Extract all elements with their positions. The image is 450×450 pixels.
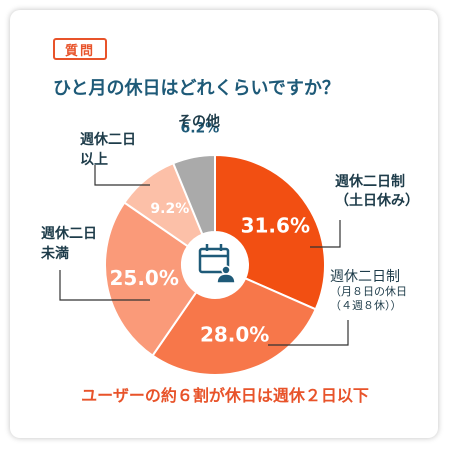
callout-label: 週休二日制 (330, 269, 400, 285)
slice-value-label: 31.6% (241, 214, 310, 238)
callout-label: 週休二日 (41, 225, 97, 242)
callout-label: その他 (178, 113, 220, 130)
callout-label: 未満 (41, 245, 69, 262)
slice-value-label: 6.2% (180, 120, 219, 136)
summary-text: ユーザーの約６割が休日は週休２日以下 (81, 386, 369, 405)
pie-slice (151, 276, 317, 376)
callout-connector (268, 320, 349, 346)
callout-label: （月８日の休日 (330, 285, 407, 298)
callout-connector (310, 220, 341, 248)
question-title: ひと月の休日はどれくらいですか？ (53, 78, 340, 99)
callout-connector (59, 270, 150, 301)
callout-label: 週休二日制 (335, 173, 405, 190)
calendar-person-icon (182, 232, 248, 298)
callout-label: （４週８休）） (330, 299, 402, 312)
callout-label: 週休二日 (80, 131, 136, 148)
slice-value-label: 28.0% (200, 322, 269, 346)
callout-label: 以上 (80, 152, 108, 168)
slice-value-label: 25.0% (109, 266, 178, 290)
slice-value-label: 9.2% (150, 201, 189, 217)
callout-connector (94, 165, 150, 186)
callout-label: （土日休み） (335, 192, 419, 209)
question-badge: 質問 (53, 38, 107, 60)
